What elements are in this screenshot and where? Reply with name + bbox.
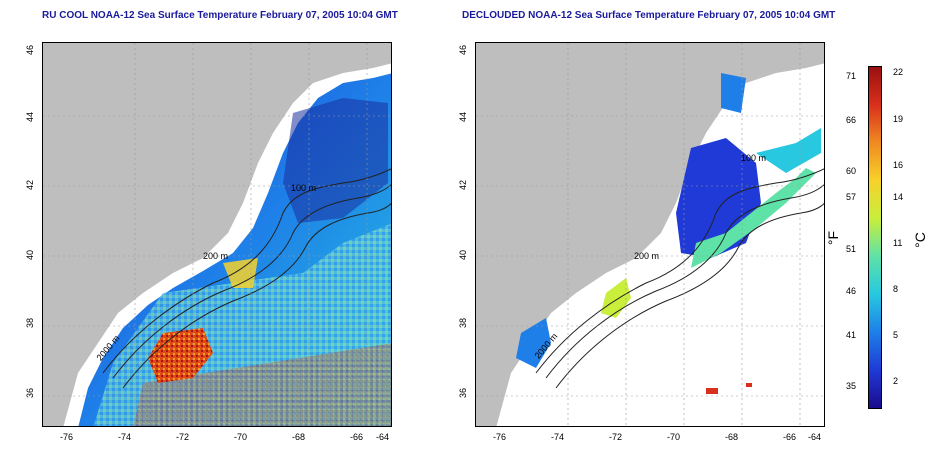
y-tick: 44 — [458, 111, 469, 123]
x-tick: -70 — [234, 432, 248, 442]
f-tick: 60 — [846, 166, 857, 176]
x-tick: -68 — [292, 432, 306, 442]
left-map-title: RU COOL NOAA-12 Sea Surface Temperature … — [42, 10, 398, 21]
c-tick: 11 — [893, 238, 903, 248]
y-tick: 46 — [25, 44, 36, 56]
x-tick: -68 — [725, 432, 739, 442]
y-tick: 38 — [25, 317, 36, 329]
x-tick: -76 — [493, 432, 507, 442]
land-mass — [43, 43, 391, 426]
x-tick: -64 — [376, 432, 390, 442]
temperature-colorbar — [868, 66, 882, 409]
c-tick: 16 — [893, 160, 904, 170]
right-map-title: DECLOUDED NOAA-12 Sea Surface Temperatur… — [462, 10, 836, 21]
c-tick: 14 — [893, 192, 904, 202]
y-tick: 46 — [458, 44, 469, 56]
f-tick: 66 — [846, 115, 857, 125]
fahrenheit-unit-label: °F — [825, 230, 842, 246]
land-mass — [476, 43, 824, 426]
y-tick: 44 — [25, 111, 36, 123]
f-tick: 35 — [846, 381, 857, 391]
y-tick: 38 — [458, 317, 469, 329]
x-tick: -66 — [350, 432, 364, 442]
contour-100m — [102, 168, 391, 374]
f-tick: 51 — [846, 244, 857, 254]
left-sst-map: 100 m 200 m 2000 m — [42, 42, 392, 427]
left-contour-label-100: 100 m — [291, 183, 317, 193]
y-tick: 36 — [25, 387, 36, 399]
f-tick: 46 — [846, 286, 857, 296]
left-map-canvas — [43, 43, 391, 426]
contour-200m — [112, 184, 391, 379]
x-tick: -66 — [783, 432, 797, 442]
x-tick: -64 — [808, 432, 822, 442]
f-tick: 71 — [846, 71, 857, 81]
x-tick: -74 — [551, 432, 565, 442]
y-tick: 40 — [25, 249, 36, 261]
x-tick: -70 — [667, 432, 681, 442]
x-tick: -76 — [60, 432, 74, 442]
celsius-unit-label: °C — [911, 232, 928, 248]
y-tick: 42 — [25, 179, 36, 191]
f-tick: 57 — [846, 192, 857, 202]
right-sst-map: 100 m 200 m 2000 m — [475, 42, 825, 427]
y-tick: 40 — [458, 249, 469, 261]
contour-2000m — [122, 202, 391, 389]
x-tick: -74 — [118, 432, 132, 442]
c-tick: 22 — [893, 67, 904, 77]
y-tick: 42 — [458, 179, 469, 191]
right-contour-label-200: 200 m — [634, 251, 660, 261]
contour-200m — [545, 184, 824, 379]
left-contour-label-200: 200 m — [203, 251, 229, 261]
x-tick: -72 — [609, 432, 623, 442]
c-tick: 8 — [893, 284, 899, 294]
y-tick: 36 — [458, 387, 469, 399]
c-tick: 5 — [893, 330, 899, 340]
warm-eddy — [148, 328, 213, 383]
right-contour-label-100: 100 m — [741, 153, 767, 163]
c-tick: 2 — [893, 376, 899, 386]
c-tick: 19 — [893, 114, 904, 124]
f-tick: 41 — [846, 330, 857, 340]
contour-100m — [535, 168, 824, 374]
contour-2000m — [555, 202, 824, 389]
right-map-canvas — [476, 43, 824, 426]
x-tick: -72 — [176, 432, 190, 442]
